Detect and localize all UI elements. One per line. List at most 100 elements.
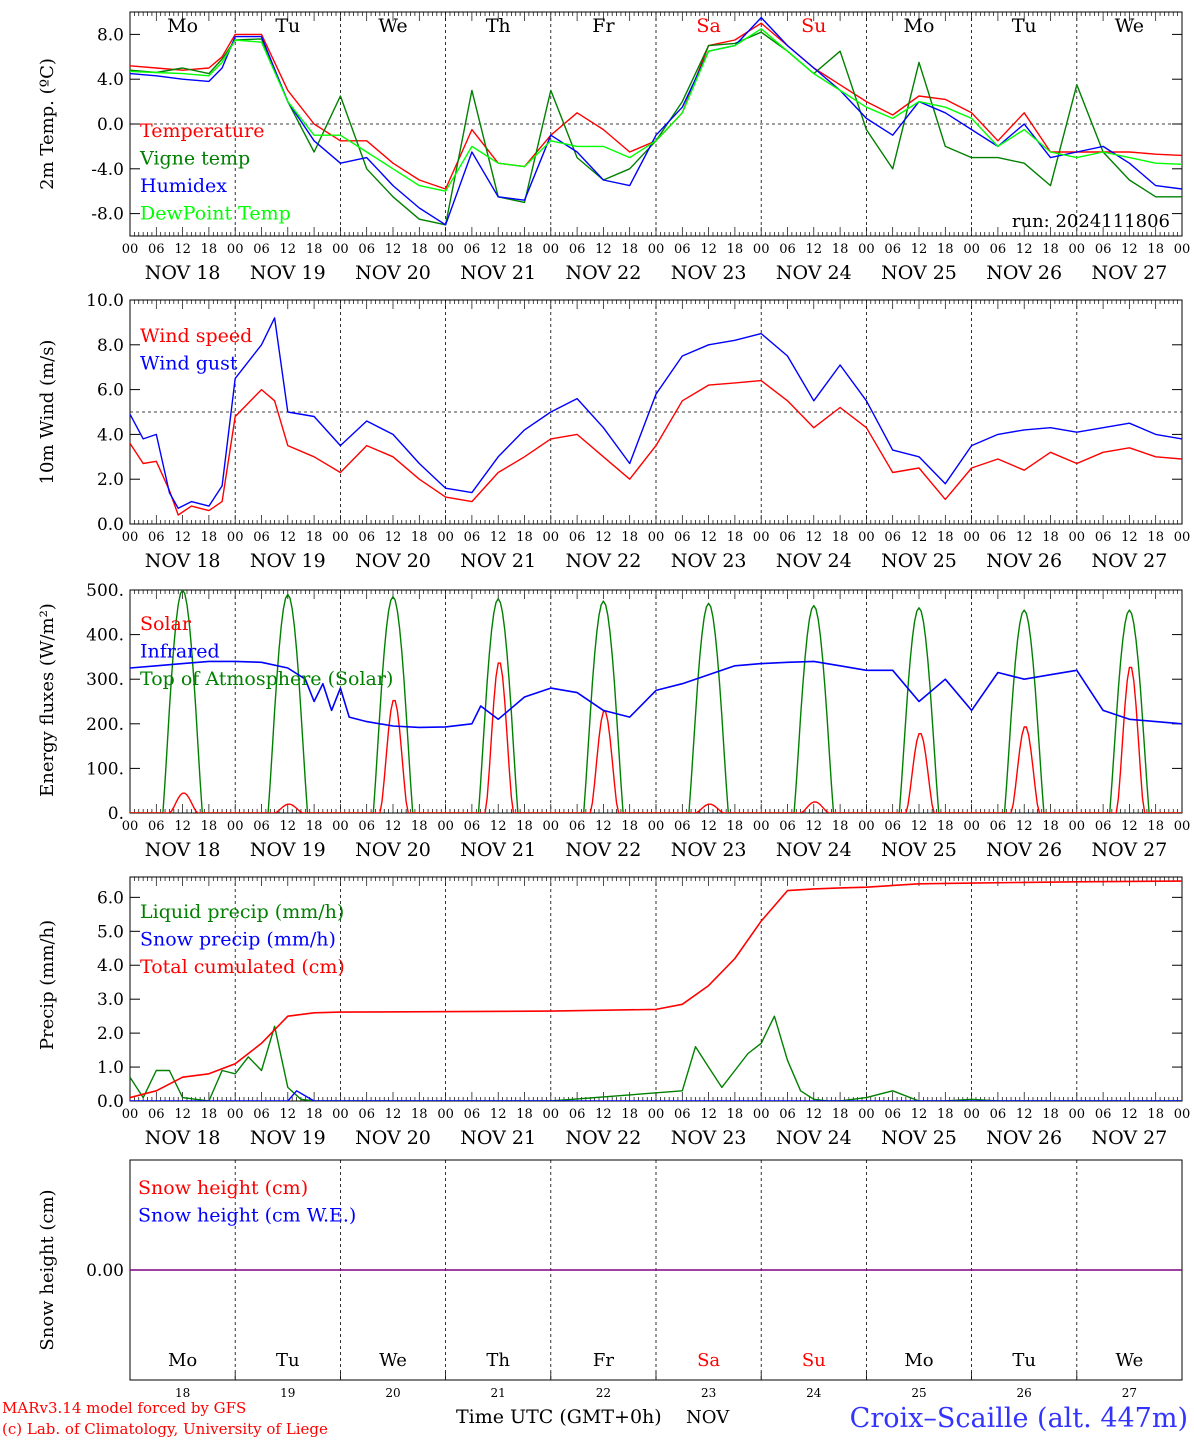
series-group xyxy=(130,16,1182,226)
x-date-label: NOV 27 xyxy=(1091,550,1167,572)
x-hour-label: 18 xyxy=(621,1107,638,1122)
series-group xyxy=(130,317,1182,516)
day-name-label: Su xyxy=(801,15,826,37)
x-hour-label: 00 xyxy=(1174,242,1191,257)
panel-precip: 6.0 5.0 4.0 3.0 2.0 1.0 0.0 Precip (mm/h) 00 06 12… xyxy=(37,876,1191,1149)
x-hour-label: 00 xyxy=(1069,1107,1086,1122)
x-hour-label: 06 xyxy=(253,819,270,834)
x-hour-label: 06 xyxy=(358,1107,375,1122)
x-date-label: NOV 19 xyxy=(250,839,326,861)
x-hour-label: 12 xyxy=(1016,819,1033,834)
x-hour-label: 12 xyxy=(385,1107,402,1122)
legend-entry: Wind speed xyxy=(140,325,252,347)
y-axis-label: Precip (mm/h) xyxy=(37,920,58,1050)
x-hour-label: 18 xyxy=(1042,242,1059,257)
x-hour-label: 00 xyxy=(858,242,875,257)
month-label: NOV xyxy=(686,1407,730,1428)
x-hour-label: 06 xyxy=(358,530,375,545)
x-hour-label: 00 xyxy=(332,242,349,257)
x-date-label: NOV 27 xyxy=(1091,1127,1167,1149)
day-name-label: We xyxy=(1115,15,1144,37)
x-date-label: NOV 21 xyxy=(460,262,536,284)
y-axis-label: 2m Temp. (ºC) xyxy=(37,58,58,190)
x-day-number-label: 20 xyxy=(385,1386,400,1400)
x-hour-label: 18 xyxy=(727,530,744,545)
x-hour-label: 06 xyxy=(253,530,270,545)
x-hour-label: 00 xyxy=(648,242,665,257)
x-hour-label: 06 xyxy=(990,1107,1007,1122)
x-date-label: NOV 22 xyxy=(565,839,641,861)
series-wind-speed xyxy=(130,379,1182,516)
x-hour-label: 00 xyxy=(227,819,244,834)
x-hour-label: 18 xyxy=(411,242,428,257)
x-hour-label: 18 xyxy=(937,819,954,834)
day-name-label: Mo xyxy=(904,1350,933,1371)
x-hour-label: 18 xyxy=(306,242,323,257)
day-name-label: Th xyxy=(486,1350,510,1371)
y-tick-label: 0.0 xyxy=(97,515,124,535)
x-hour-label: 06 xyxy=(358,819,375,834)
legend-entry: Snow height (cm W.E.) xyxy=(138,1205,356,1227)
x-day-number-label: 19 xyxy=(280,1386,295,1400)
x-hour-label: 18 xyxy=(1147,242,1164,257)
x-hour-label: 12 xyxy=(385,819,402,834)
day-name-label: Fr xyxy=(593,1350,614,1371)
x-date-label: NOV 19 xyxy=(250,262,326,284)
legend-entry: Solar xyxy=(140,613,192,635)
x-hour-label: 06 xyxy=(1095,530,1112,545)
x-hour-label: 00 xyxy=(1174,819,1191,834)
x-hour-label: 00 xyxy=(1069,819,1086,834)
legend-entry: Vigne temp xyxy=(139,148,250,170)
series-wind-gust xyxy=(130,317,1182,509)
series-top-of-atmosphere xyxy=(130,590,1182,813)
x-date-label: NOV 21 xyxy=(460,550,536,572)
x-day-number-label: 21 xyxy=(491,1386,506,1400)
x-hour-label: 12 xyxy=(490,819,507,834)
legend-entry: DewPoint Temp xyxy=(140,203,291,225)
x-hour-label: 18 xyxy=(411,819,428,834)
x-hour-label: 12 xyxy=(174,242,191,257)
x-hour-label: 12 xyxy=(1016,530,1033,545)
x-hour-label: 00 xyxy=(227,1107,244,1122)
panel-wind: 10.0 8.0 6.0 4.0 2.0 0.0 10m Wind (m/s) 00 06 12 1… xyxy=(37,291,1190,572)
y-tick-label: 2.0 xyxy=(97,470,124,490)
x-hour-label: 06 xyxy=(884,1107,901,1122)
x-hour-label: 12 xyxy=(385,242,402,257)
x-hour-label: 18 xyxy=(727,1107,744,1122)
series-group xyxy=(130,880,1182,1101)
x-hour-label: 18 xyxy=(306,819,323,834)
x-hour-label: 00 xyxy=(437,819,454,834)
x-date-label: NOV 26 xyxy=(986,839,1062,861)
x-date-label: NOV 22 xyxy=(565,262,641,284)
x-hour-label: 00 xyxy=(858,530,875,545)
x-hour-label: 00 xyxy=(753,530,770,545)
x-hour-label: 00 xyxy=(543,1107,560,1122)
series-snow-precip xyxy=(130,1090,1182,1101)
x-hour-label: 12 xyxy=(280,242,297,257)
x-hour-label: 18 xyxy=(832,819,849,834)
x-hour-label: 12 xyxy=(1016,1107,1033,1122)
day-name-label: Mo xyxy=(168,1350,197,1371)
x-day-number-label: 27 xyxy=(1122,1386,1137,1400)
x-hour-label: 06 xyxy=(569,819,586,834)
y-tick-label: 0.0 xyxy=(97,115,124,135)
x-hour-label: 18 xyxy=(516,530,533,545)
day-name-label: Mo xyxy=(167,15,198,37)
x-hour-label: 00 xyxy=(437,530,454,545)
x-date-label: NOV 20 xyxy=(355,1127,431,1149)
x-hour-label: 12 xyxy=(806,242,823,257)
x-hour-label: 06 xyxy=(1095,1107,1112,1122)
x-hour-label: 06 xyxy=(253,242,270,257)
x-hour-label: 06 xyxy=(779,1107,796,1122)
x-hour-label: 00 xyxy=(858,819,875,834)
x-date-label: NOV 24 xyxy=(776,550,852,572)
x-axis-label: Time UTC (GMT+0h) xyxy=(456,1406,662,1428)
x-hour-label: 18 xyxy=(1147,530,1164,545)
legend-entry: Temperature xyxy=(140,120,264,142)
x-hour-label: 00 xyxy=(1174,1107,1191,1122)
x-hour-label: 12 xyxy=(595,530,612,545)
x-date-label: NOV 19 xyxy=(250,550,326,572)
series-temperature xyxy=(130,22,1182,190)
x-hour-label: 00 xyxy=(1069,530,1086,545)
